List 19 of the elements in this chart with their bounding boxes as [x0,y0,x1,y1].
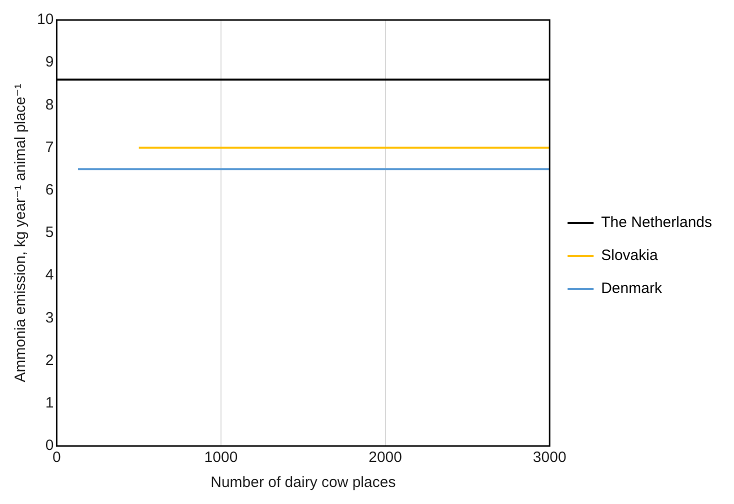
y-tick-label: 1 [45,394,54,412]
y-tick-label: 8 [45,96,54,114]
legend-label: Denmark [601,280,662,298]
legend-label: The Netherlands [601,214,712,232]
legend-label: Slovakia [601,247,658,264]
y-tick-label: 7 [45,138,54,156]
y-tick-label: 3 [45,309,54,326]
y-axis-title: Ammonia emission, kg year⁻¹ animal place⁻¹ [12,84,30,382]
x-tick-label: 2000 [368,449,402,466]
y-tick-label: 6 [45,182,54,199]
y-tick-label: 10 [36,11,54,28]
y-tick-label: 4 [45,266,54,284]
y-tick-label: 5 [45,224,54,242]
y-tick-label: 0 [45,437,54,454]
x-axis-title: Number of dairy cow places [210,474,396,492]
y-tick-label: 9 [45,54,54,71]
y-tick-label: 2 [45,352,54,369]
x-tick-label: 1000 [204,449,238,466]
x-tick-label: 3000 [532,449,566,466]
